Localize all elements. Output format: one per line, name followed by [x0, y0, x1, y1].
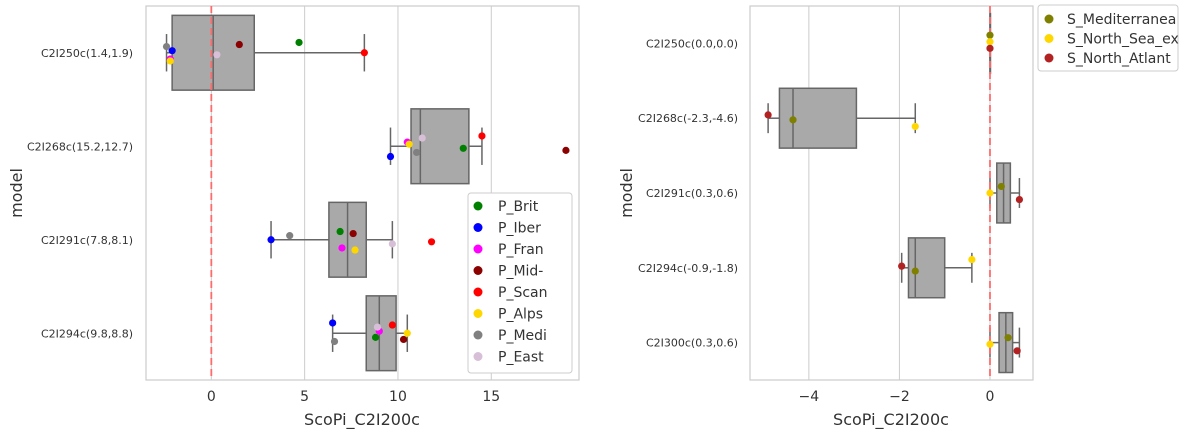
- data-point: [405, 140, 413, 148]
- data-point: [329, 319, 337, 327]
- legend-marker: [473, 223, 483, 232]
- chart-panel-2: C2I250c(0.0,0.0) C2I268c(-2.3,-4.6) C2I291…: [617, 4, 1179, 430]
- data-point: [1015, 195, 1024, 204]
- x-tick-label: −2: [889, 389, 910, 405]
- data-point: [295, 38, 303, 47]
- legend-label: P_Iber: [498, 221, 541, 237]
- x-axis-label: ScoPi_C2I200c: [304, 410, 420, 430]
- data-point: [388, 240, 396, 248]
- data-point: [349, 229, 357, 238]
- legend-marker: [1044, 53, 1054, 63]
- data-point: [399, 335, 408, 344]
- legend-label: P_Brit: [498, 199, 539, 215]
- data-point: [1004, 334, 1012, 342]
- data-point: [459, 144, 467, 152]
- y-tick-label: C2I300c(0.3,0.6): [646, 337, 738, 350]
- data-point: [413, 148, 421, 157]
- x-tick-label: 15: [482, 389, 500, 405]
- y-tick-label: C2I250c(0.0,0.0): [646, 37, 738, 50]
- data-point: [286, 232, 294, 240]
- legend-frame: [467, 192, 573, 374]
- legend-marker: [473, 244, 483, 254]
- legend-label: P_Alps: [498, 307, 543, 323]
- data-point: [386, 152, 395, 161]
- x-tick-label: 0: [986, 389, 995, 405]
- plot-frame: [145, 5, 580, 381]
- y-tick-label: C2I291c(7.8,8.1): [41, 234, 133, 247]
- data-point: [898, 262, 906, 270]
- data-point: [986, 189, 994, 197]
- data-point: [351, 246, 359, 254]
- x-tick-label: −4: [799, 389, 820, 405]
- legend: P_Brit P_Iber P_Fran P_Mid- P_Scan P_Alps P_Me…: [467, 192, 573, 374]
- plot-frame: [749, 5, 1034, 381]
- data-point: [911, 122, 919, 131]
- data-point: [562, 146, 570, 154]
- legend-label: S_North_Sea_ex: [1067, 32, 1179, 48]
- data-point: [911, 267, 919, 275]
- data-point: [388, 321, 396, 329]
- data-point: [986, 31, 994, 39]
- data-point: [764, 111, 772, 119]
- data-point: [336, 227, 344, 236]
- legend-marker: [473, 309, 483, 318]
- x-axis-label: ScoPi_C2I200c: [833, 410, 949, 430]
- data-point: [235, 40, 243, 49]
- legend-label: P_East: [498, 350, 544, 366]
- legend-marker: [473, 266, 483, 275]
- x-tick-label: 0: [207, 389, 216, 405]
- chart-panel-1: C2I250c(1.4,1.9) C2I268c(15.2,12.7) C2I291…: [7, 5, 580, 430]
- y-tick-label: C2I294c(9.8,8.8): [41, 327, 133, 340]
- data-point: [418, 134, 426, 142]
- data-point: [168, 47, 176, 55]
- data-point: [338, 244, 346, 252]
- legend-marker: [473, 287, 483, 297]
- data-point: [986, 44, 994, 52]
- legend-label: P_Fran: [498, 242, 544, 258]
- data-point: [213, 51, 221, 59]
- y-tick-label: C2I291c(0.3,0.6): [646, 187, 738, 200]
- data-point: [267, 236, 275, 244]
- y-tick-label: C2I250c(1.4,1.9): [41, 47, 133, 60]
- y-tick-label: C2I294c(-0.9,-1.8): [638, 262, 738, 275]
- legend-label: P_Medi: [498, 328, 547, 344]
- data-point: [997, 182, 1005, 191]
- data-point: [403, 329, 411, 337]
- y-axis-label: model: [7, 168, 26, 218]
- legend-marker: [1044, 34, 1054, 43]
- y-tick-label: C2I268c(15.2,12.7): [27, 140, 133, 153]
- legend-marker: [473, 201, 483, 211]
- data-point: [986, 340, 994, 348]
- data-point: [968, 255, 976, 264]
- y-axis-label: model: [617, 168, 636, 218]
- legend-label: P_Mid-: [498, 264, 543, 280]
- legend-label: S_North_Atlant: [1067, 51, 1171, 67]
- legend-marker: [473, 352, 483, 361]
- data-point: [478, 132, 486, 140]
- x-tick-label: 5: [300, 389, 309, 405]
- data-point: [427, 238, 436, 246]
- data-point: [162, 42, 171, 51]
- data-point: [789, 116, 797, 124]
- x-tick-label: 10: [389, 389, 407, 405]
- data-point: [1013, 347, 1021, 355]
- data-point: [330, 337, 339, 346]
- legend-marker: [473, 330, 483, 340]
- y-tick-label: C2I268c(-2.3,-4.6): [638, 112, 738, 125]
- legend-label: P_Scan: [498, 285, 547, 301]
- legend: S_Mediterranea S_North_Sea_ex S_North_Atla…: [1037, 4, 1179, 72]
- legend-marker: [1044, 14, 1054, 24]
- legend-label: S_Mediterranea: [1067, 12, 1176, 28]
- data-point: [373, 323, 382, 331]
- data-point: [166, 57, 174, 65]
- data-point: [360, 49, 368, 57]
- legend-frame: [1037, 4, 1179, 72]
- data-point: [986, 38, 994, 46]
- data-point: [371, 333, 380, 341]
